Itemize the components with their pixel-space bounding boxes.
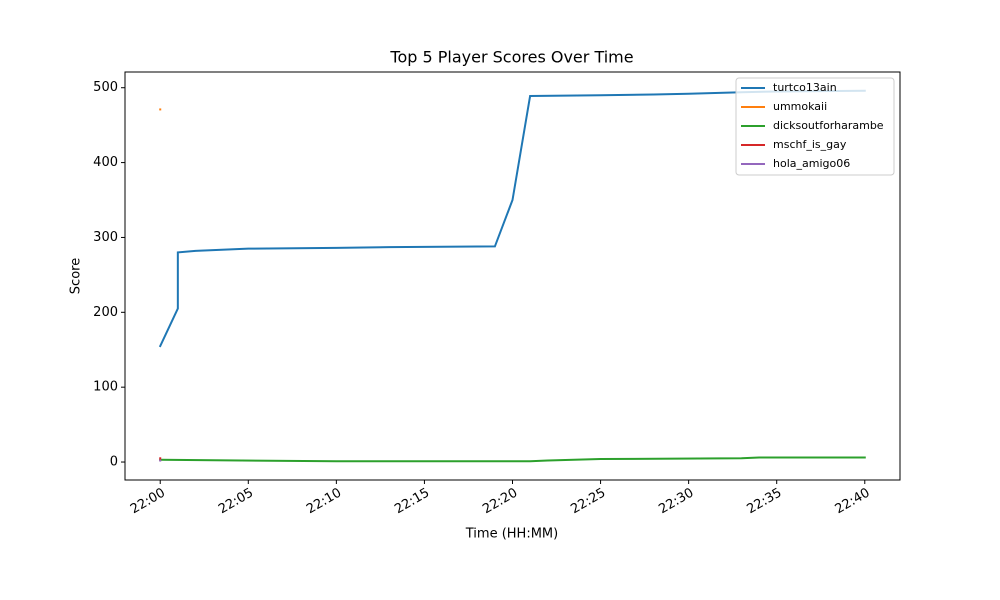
y-tick-label: 0 (110, 455, 118, 470)
y-tick-label: 500 (93, 80, 118, 95)
legend-label: turtco13ain (773, 81, 837, 94)
y-tick-label: 300 (93, 230, 118, 245)
x-axis-label: Time (HH:MM) (465, 527, 558, 542)
chart-title: Top 5 Player Scores Over Time (389, 48, 633, 67)
legend-box (735, 77, 895, 176)
legend-label: ummokaii (773, 100, 827, 113)
legend-label: mschf_is_gay (773, 138, 847, 151)
y-tick-label: 100 (93, 380, 118, 395)
series-line (159, 456, 866, 463)
y-axis-label: Score (69, 258, 84, 294)
y-tick-label: 200 (93, 305, 118, 320)
plot-frame (124, 71, 901, 481)
legend-label: dicksoutforharambe (773, 119, 884, 132)
legend-label: hola_amigo06 (773, 157, 850, 170)
y-tick-label: 400 (93, 155, 118, 170)
series-line (158, 89, 866, 348)
